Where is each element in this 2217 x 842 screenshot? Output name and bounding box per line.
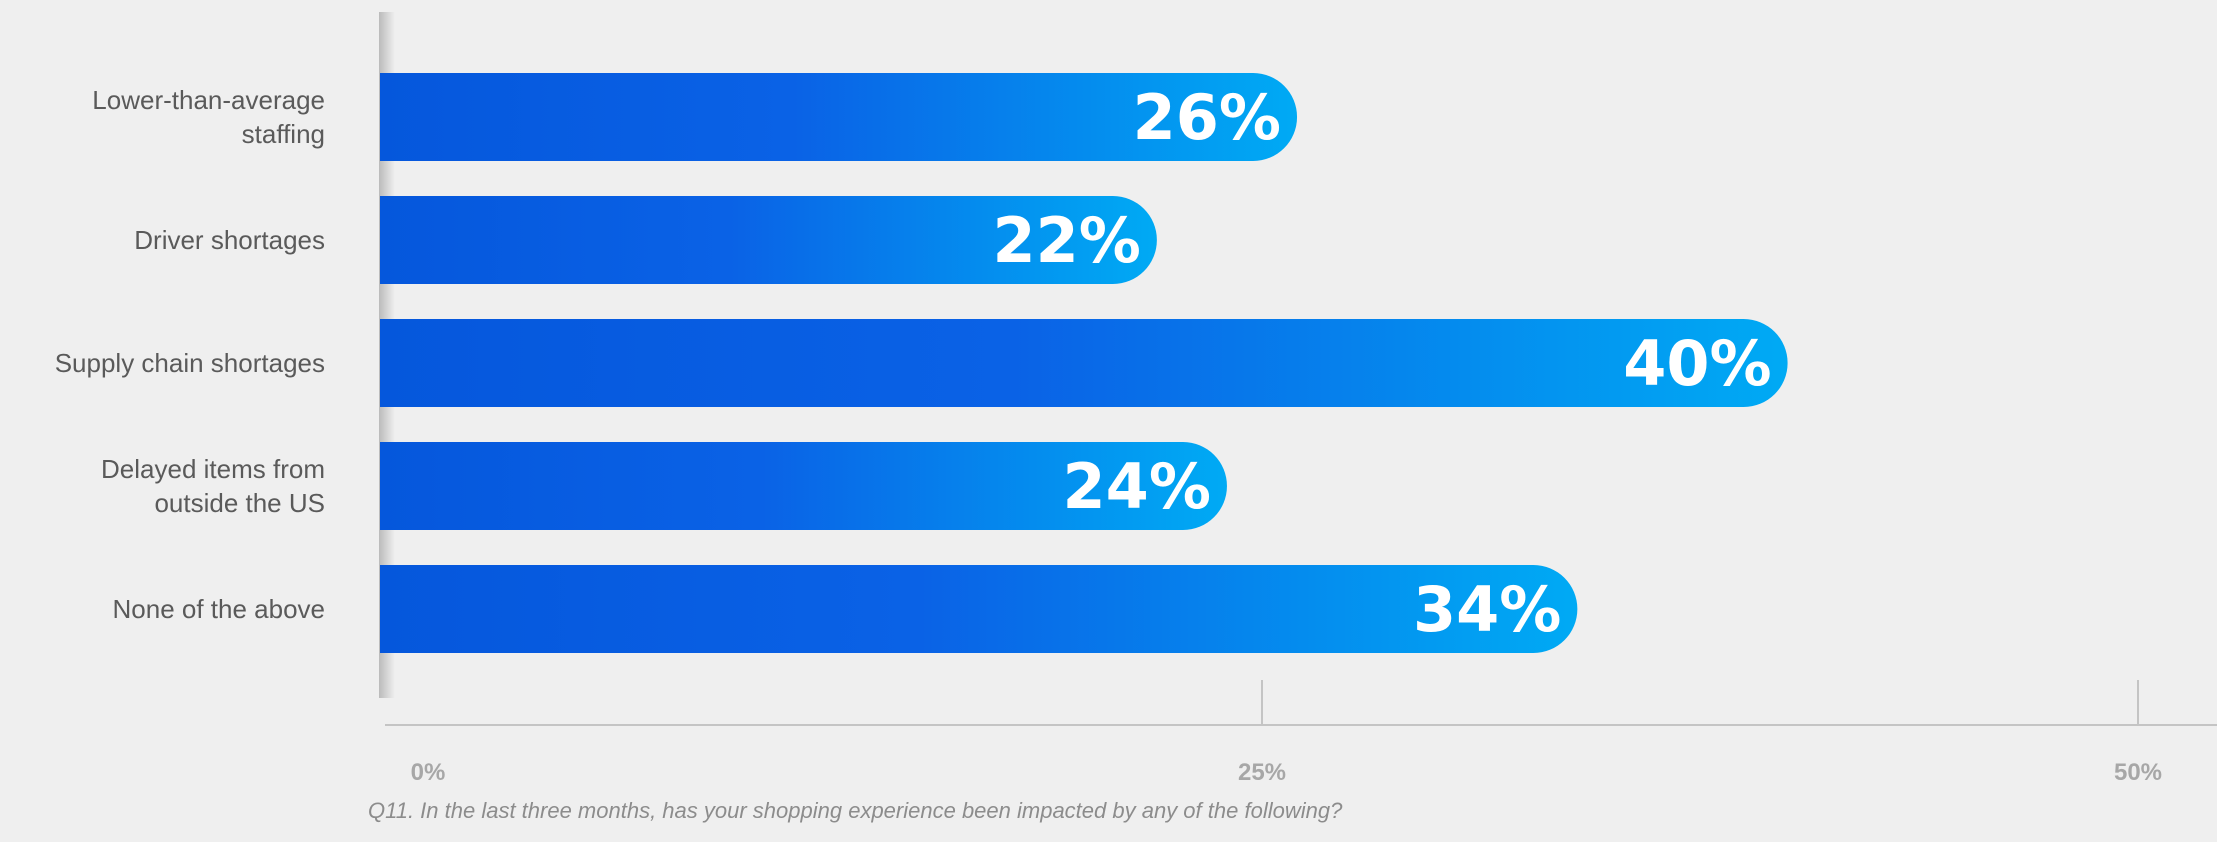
bar-value-label: 24% (1063, 450, 1211, 523)
category-label: Supply chain shortages (55, 348, 325, 378)
x-tick-label: 25% (1238, 759, 1286, 786)
category-label: Delayed items from outside the US (101, 454, 325, 518)
bar (380, 565, 1578, 653)
bar (380, 442, 1227, 530)
bar-group: 26% 22% 40% 24% 34% (380, 73, 1788, 653)
category-labels: Lower-than-average staffing Driver shortag… (55, 85, 325, 624)
bar-value-label: 22% (992, 204, 1140, 277)
bar (380, 319, 1788, 407)
bar-value-label: 26% (1133, 81, 1281, 154)
category-label: None of the above (113, 594, 326, 624)
x-tick-label: 50% (2114, 759, 2162, 786)
category-label: Lower-than-average staffing (92, 85, 325, 149)
category-label: Driver shortages (134, 225, 325, 255)
bar (380, 196, 1157, 284)
x-axis: 0% 25% 50% (385, 680, 2217, 786)
footnote: Q11. In the last three months, has your … (368, 798, 1343, 823)
x-tick-label: 0% (411, 759, 446, 786)
bar-value-label: 40% (1623, 327, 1771, 400)
bar-value-label: 34% (1413, 573, 1561, 646)
bar (380, 73, 1298, 161)
